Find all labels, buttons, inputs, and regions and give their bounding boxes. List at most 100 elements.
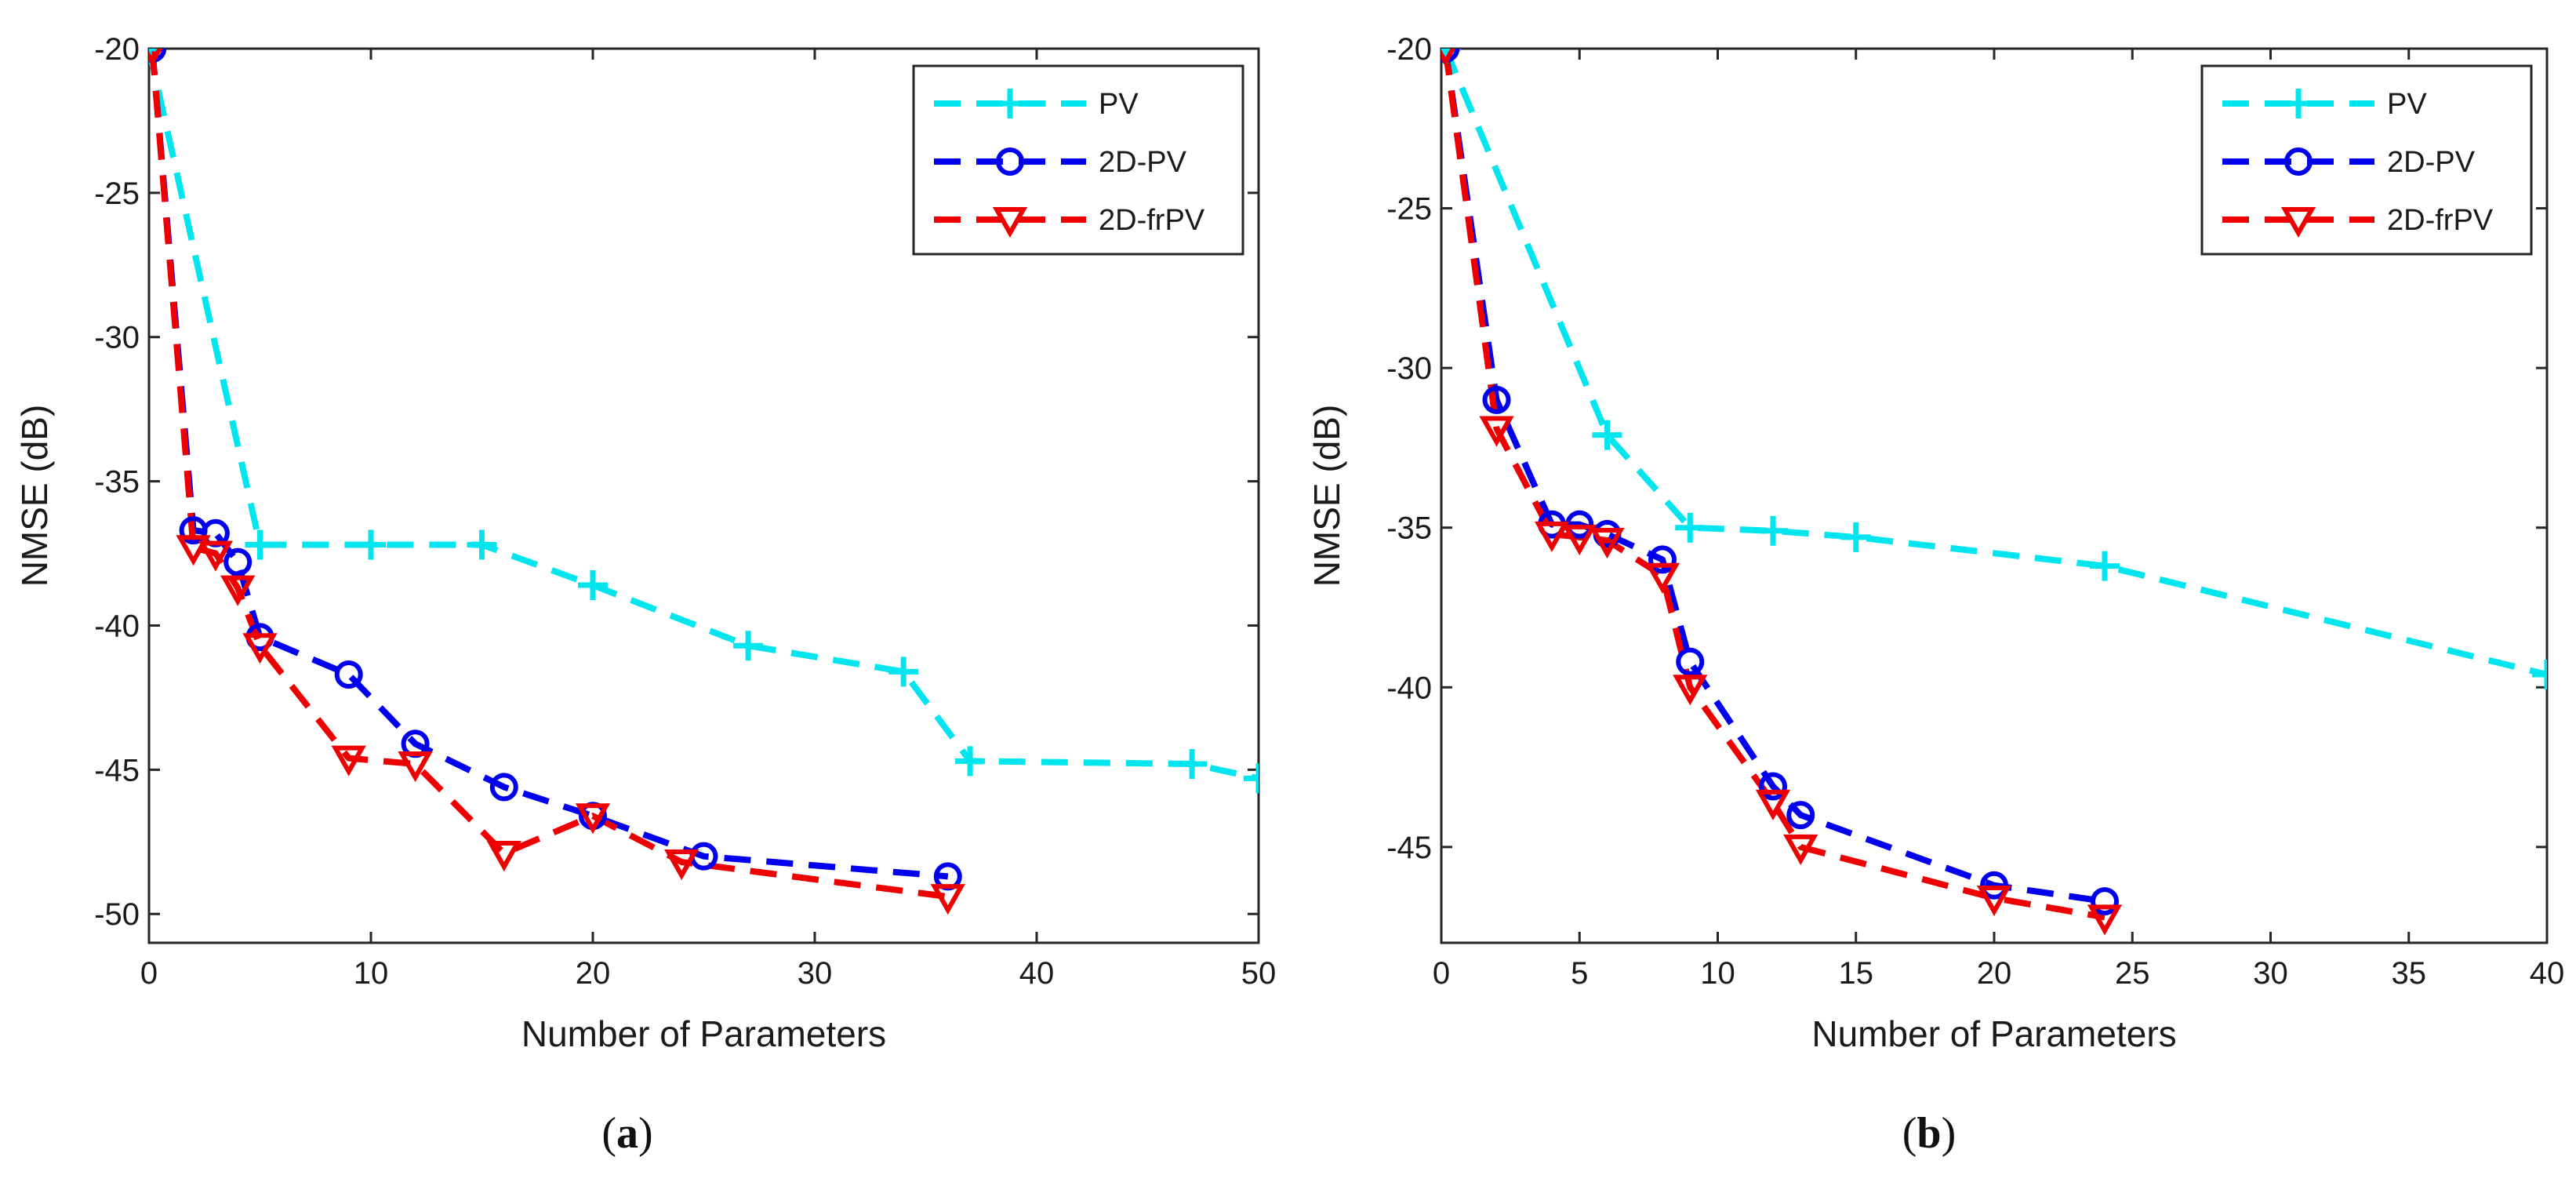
y-tick-label: -50 xyxy=(94,897,140,932)
data-point-2d-frpv xyxy=(176,535,211,566)
legend-marker xyxy=(995,89,1025,118)
subfigure-caption: (a) xyxy=(601,1109,652,1158)
y-tick-label: -30 xyxy=(94,321,140,355)
data-point-2d-frpv xyxy=(575,803,611,835)
x-tick-label: 20 xyxy=(576,956,611,991)
data-point-2d-frpv xyxy=(1783,834,1818,865)
data-point-2d-frpv xyxy=(1534,521,1570,552)
data-point-2d-pv xyxy=(223,547,253,577)
y-tick-label: -40 xyxy=(1386,671,1432,705)
data-point-pv xyxy=(467,529,497,560)
legend-marker xyxy=(2284,147,2313,176)
legend-label: 2D-frPV xyxy=(1099,204,1205,237)
series-line-pv xyxy=(149,49,1259,782)
data-point-pv xyxy=(1675,512,1706,543)
legend-label: PV xyxy=(2387,88,2427,121)
y-tick-label: -20 xyxy=(1386,32,1432,67)
data-point-2d-frpv xyxy=(486,841,521,872)
caption-letter: b xyxy=(1917,1109,1941,1158)
legend-marker xyxy=(992,207,1028,238)
x-axis-label: Number of Parameters xyxy=(1811,1013,2176,1054)
data-point-2d-frpv xyxy=(398,751,433,783)
y-tick-label: -45 xyxy=(94,753,140,788)
data-point-pv xyxy=(733,631,764,661)
legend: PV 2D-PV 2D-frPV xyxy=(912,64,1244,256)
data-point-2d-frpv xyxy=(1562,524,1597,556)
data-point-2d-frpv xyxy=(1755,789,1791,820)
data-point-2d-pv xyxy=(1676,647,1705,676)
data-point-2d-frpv xyxy=(1479,416,1514,447)
legend-marker xyxy=(2284,89,2313,118)
x-tick-label: 10 xyxy=(1700,956,1735,991)
data-point-pv xyxy=(1177,749,1208,779)
y-tick-label: -30 xyxy=(1386,351,1432,386)
data-point-2d-pv xyxy=(1980,871,2008,900)
caption-open-paren: ( xyxy=(601,1109,616,1158)
chart-panel-a: 0 10 20 30 40 50 -20 -25 -30 -35 -40 -45 -50 Number o… xyxy=(14,32,1276,1158)
data-point-pv xyxy=(1244,763,1259,794)
data-point-pv xyxy=(1592,420,1622,450)
x-tick-label: 30 xyxy=(2253,956,2288,991)
y-tick-label: -25 xyxy=(1386,192,1432,227)
data-point-2d-frpv xyxy=(220,575,256,606)
y-tick-label: -40 xyxy=(94,609,140,643)
x-tick-label: 35 xyxy=(2392,956,2427,991)
y-tick-label: -35 xyxy=(94,465,140,500)
data-point-2d-pv xyxy=(1759,772,1787,801)
data-point-2d-pv xyxy=(1786,801,1815,830)
legend-label: 2D-frPV xyxy=(2387,204,2494,237)
data-point-pv xyxy=(2532,660,2547,689)
y-axis-label: NMSE (dB) xyxy=(1306,405,1347,587)
x-tick-label: 40 xyxy=(1019,956,1055,991)
caption-close-paren: ) xyxy=(1942,1109,1957,1158)
data-point-2d-frpv xyxy=(930,884,965,915)
data-point-2d-pv xyxy=(2091,887,2119,916)
x-tick-label: 15 xyxy=(1839,956,1874,991)
x-tick-label: 40 xyxy=(2530,956,2565,991)
legend-label: 2D-PV xyxy=(2387,146,2476,179)
series-line-2d-pv xyxy=(1442,49,2105,905)
caption-close-paren: ) xyxy=(638,1109,653,1158)
x-tick-label: 5 xyxy=(1571,956,1588,991)
data-point-2d-pv xyxy=(334,660,363,689)
data-point-2d-frpv xyxy=(242,633,278,664)
data-point-2d-frpv xyxy=(664,849,699,881)
x-tick-label: 30 xyxy=(798,956,833,991)
x-axis-label: Number of Parameters xyxy=(521,1013,886,1054)
x-tick-label: 0 xyxy=(1433,956,1450,991)
data-point-pv xyxy=(1840,522,1871,552)
data-point-2d-frpv xyxy=(1976,886,2012,917)
caption-open-paren: ( xyxy=(1902,1109,1917,1158)
legend-marker xyxy=(996,147,1024,176)
y-tick-label: -25 xyxy=(94,176,140,211)
data-point-pv xyxy=(245,529,275,560)
data-point-2d-pv xyxy=(1565,510,1594,539)
y-tick-label: -45 xyxy=(1386,831,1432,865)
data-point-pv xyxy=(1758,515,1788,546)
data-point-pv xyxy=(2090,551,2120,581)
data-point-pv xyxy=(888,657,919,687)
series-group xyxy=(1441,49,2547,936)
x-tick-label: 50 xyxy=(1241,956,1277,991)
legend-label: PV xyxy=(1099,88,1139,121)
subfigure-caption: (b) xyxy=(1902,1109,1956,1158)
data-point-2d-frpv xyxy=(198,540,234,572)
caption-letter: a xyxy=(616,1109,638,1158)
data-point-2d-frpv xyxy=(1673,675,1708,706)
legend-marker xyxy=(2280,207,2316,238)
y-tick-label: -35 xyxy=(1386,511,1432,546)
data-point-pv xyxy=(356,529,386,560)
data-point-pv xyxy=(955,746,986,777)
x-tick-label: 0 xyxy=(140,956,158,991)
x-tick-label: 20 xyxy=(1977,956,2012,991)
series-group xyxy=(149,49,1259,915)
x-tick-label: 25 xyxy=(2115,956,2150,991)
chart-panel-b: 0 5 10 15 20 25 30 35 40 -20 -25 -30 -35 -40 -45 Number… xyxy=(1306,32,2564,1158)
data-point-2d-pv xyxy=(1482,385,1511,414)
data-point-2d-frpv xyxy=(1590,528,1625,559)
legend-label: 2D-PV xyxy=(1099,146,1187,179)
data-point-2d-frpv xyxy=(1441,49,1456,67)
data-point-2d-pv xyxy=(489,773,518,802)
data-point-2d-frpv xyxy=(2087,904,2123,936)
